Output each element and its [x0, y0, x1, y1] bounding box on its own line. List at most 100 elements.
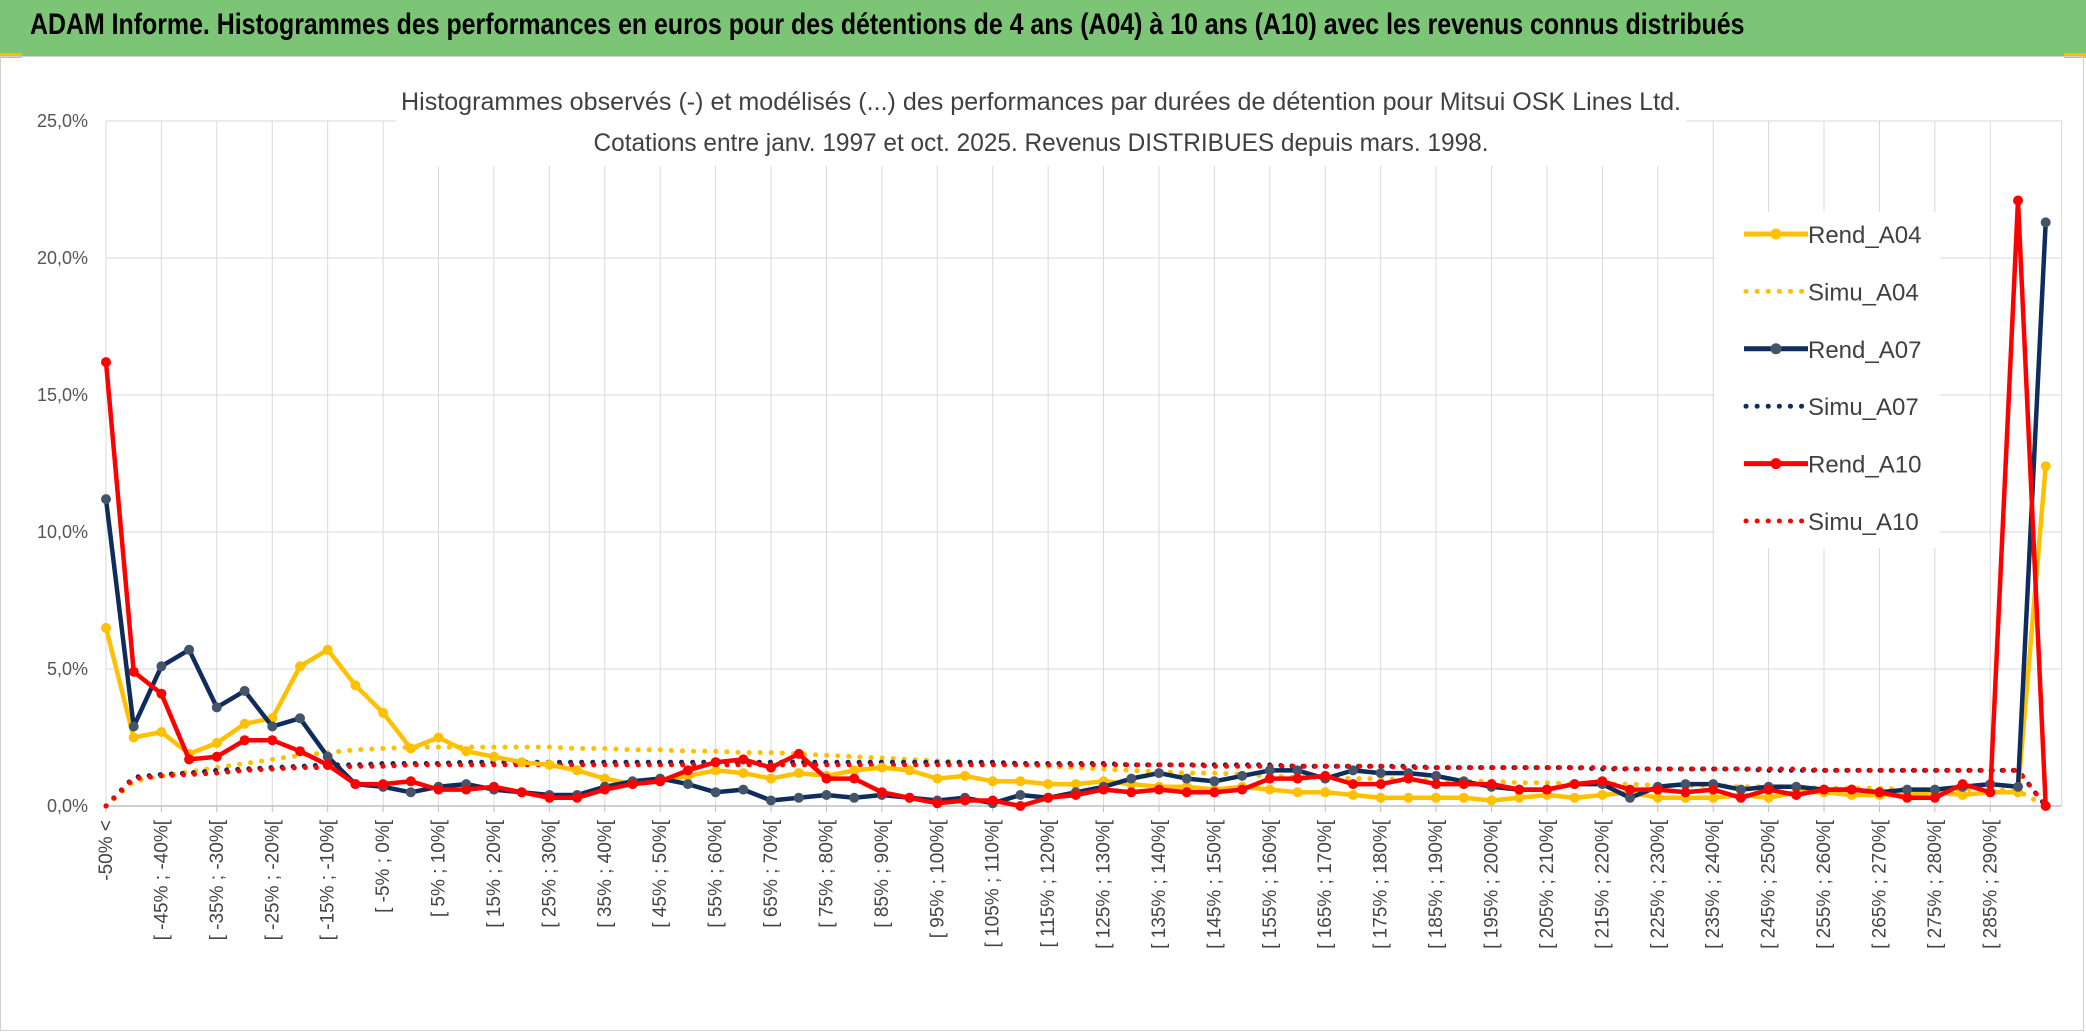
data-point: [738, 784, 749, 795]
data-point: [1791, 781, 1802, 792]
data-point: [378, 707, 389, 718]
data-point: [1431, 770, 1442, 781]
data-point: [1680, 787, 1691, 798]
data-point: [572, 765, 583, 776]
data-point: [793, 792, 804, 803]
data-point: [987, 776, 998, 787]
data-point: [1181, 773, 1192, 784]
data-point: [738, 754, 749, 765]
y-tick-label: 15,0%: [37, 385, 88, 405]
x-tick-label: [ 155% ; 160%[: [1260, 819, 1281, 949]
data-point: [1874, 787, 1885, 798]
data-point: [876, 787, 887, 798]
data-point: [960, 770, 970, 781]
data-point: [1126, 773, 1137, 784]
x-tick-label: [ 205% ; 210%[: [1537, 819, 1558, 949]
data-point: [1680, 779, 1691, 790]
data-point: [1625, 784, 1635, 795]
data-point: [1348, 790, 1358, 800]
data-point: [267, 721, 278, 732]
data-point: [295, 713, 305, 724]
x-tick-label: [ 35% ; 40%[: [595, 819, 616, 927]
data-point: [461, 746, 472, 757]
data-point: [1763, 784, 1774, 795]
legend: Rend_A04 Simu_A04 Rend_A07 Simu_A07 Rend_A10…: [1715, 212, 1940, 548]
data-point: [2040, 217, 2051, 228]
data-point: [1902, 792, 1913, 803]
x-tick-label: [ 235% ; 240%[: [1703, 819, 1724, 949]
data-point: [1541, 784, 1552, 795]
x-tick-label: [ 75% ; 80%[: [816, 819, 837, 927]
data-point: [184, 754, 195, 765]
data-point: [1597, 790, 1608, 800]
y-tick-label: 10,0%: [37, 522, 88, 542]
data-point: [156, 661, 167, 672]
data-point: [544, 792, 555, 803]
legend-item-rend-a10: Rend_A10: [1744, 452, 1921, 479]
data-point: [793, 768, 804, 779]
data-point: [1514, 784, 1525, 795]
data-point: [128, 721, 139, 732]
data-point: [101, 494, 111, 505]
data-point: [1458, 779, 1469, 790]
x-tick-label: [ 285% ; 290%[: [1980, 819, 2001, 949]
data-point: [461, 784, 472, 795]
data-point: [960, 795, 970, 806]
x-tick-label: [ -15% ; -10%[: [318, 819, 339, 940]
chart-frame: [0, 56, 2084, 1031]
data-point: [1403, 792, 1414, 803]
data-point: [1292, 787, 1303, 798]
series-line-simu-a10: [103, 762, 2049, 809]
data-point: [1181, 787, 1192, 798]
y-axis: 0,0% 5,0% 10,0% 15,0% 20,0% 25,0%: [37, 111, 88, 816]
data-point: [1791, 790, 1802, 800]
data-point: [1348, 765, 1358, 776]
data-point: [1597, 776, 1608, 787]
data-point: [322, 644, 333, 655]
data-point: [1264, 765, 1275, 776]
data-point: [239, 718, 250, 729]
data-point: [876, 762, 887, 773]
data-point: [322, 759, 333, 770]
legend-item-rend-a07: Rend_A07: [1744, 337, 1921, 364]
data-point: [433, 732, 444, 743]
data-point: [766, 773, 776, 784]
data-point: [1264, 784, 1275, 795]
x-tick-label: [ 125% ; 130%[: [1094, 819, 1115, 949]
data-point: [1098, 784, 1109, 795]
data-point: [1902, 784, 1913, 795]
legend-label: Simu_A10: [1808, 509, 1919, 536]
data-point: [1237, 770, 1248, 781]
x-tick-label: [ 265% ; 270%[: [1869, 819, 1890, 949]
series-simu-a10: [103, 762, 2049, 809]
series-layer: [101, 195, 2051, 811]
data-point: [738, 768, 749, 779]
data-point: [1015, 801, 1026, 811]
chart-title: Histogrammes observés (-) et modélisés (…: [401, 88, 1681, 116]
data-point: [1292, 765, 1303, 776]
data-point: [1043, 779, 1054, 790]
x-tick-label: [ 85% ; 90%[: [872, 819, 893, 927]
data-point: [1846, 784, 1857, 795]
data-point: [682, 765, 693, 776]
x-tick-label: [ 275% ; 280%[: [1925, 819, 1946, 949]
legend-item-rend-a04: Rend_A04: [1744, 222, 1921, 249]
data-point: [1735, 792, 1746, 803]
data-point: [350, 680, 361, 691]
data-point: [821, 773, 832, 784]
y-tick-label: 0,0%: [47, 796, 88, 816]
data-point: [1126, 787, 1137, 798]
data-point: [710, 757, 721, 768]
data-point: [2013, 781, 2023, 792]
data-point: [710, 765, 721, 776]
data-point: [987, 795, 998, 806]
data-point: [1209, 787, 1220, 798]
legend-marker: [1770, 228, 1782, 240]
series-simu-a07: [103, 759, 2049, 809]
data-point: [1625, 792, 1635, 803]
data-point: [1375, 779, 1386, 790]
data-point: [1154, 768, 1164, 779]
data-point: [1486, 795, 1497, 806]
data-point: [1209, 776, 1220, 787]
